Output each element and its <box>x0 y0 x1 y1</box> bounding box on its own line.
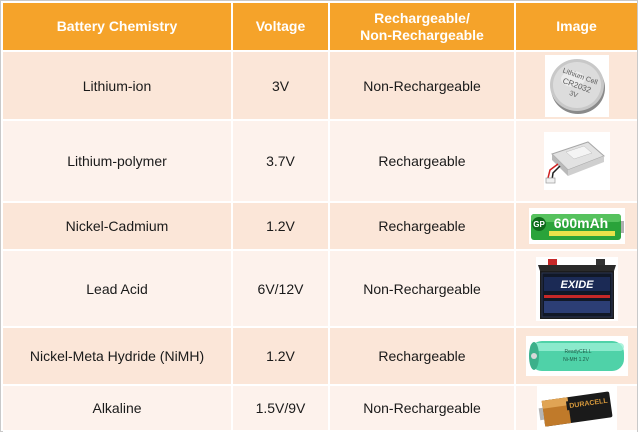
header-rechargeable: Rechargeable/Non-Rechargeable <box>329 3 516 52</box>
cell-type: Rechargeable <box>329 202 516 251</box>
cell-type: Rechargeable <box>329 120 516 203</box>
table-row: Lead Acid 6V/12V Non-Rechargeable EXIDE <box>3 250 637 328</box>
cell-voltage: 6V/12V <box>232 250 330 328</box>
nicd-aa-battery-icon: GP 600mAh <box>528 208 625 244</box>
coin-cell-battery-icon: Lithium Cell CR2032 3V <box>544 54 609 117</box>
cell-image: Lithium Cell CR2032 3V <box>515 51 637 121</box>
cell-chemistry: Lead Acid <box>3 250 233 328</box>
cell-voltage: 1.5V/9V <box>232 385 330 432</box>
cell-image: DURACELL <box>515 385 637 432</box>
nicd-brand-text: GP <box>533 220 545 229</box>
cell-voltage: 3V <box>232 51 330 121</box>
cell-chemistry: Nickel-Meta Hydride (NiMH) <box>3 327 233 386</box>
header-rechargeable-line1: Rechargeable/ <box>374 9 470 26</box>
cell-image <box>515 120 637 203</box>
nimh-aa-battery-icon: ReadyCELL Ni-MH 1.2V <box>525 336 628 376</box>
lead-acid-car-battery-icon: EXIDE <box>535 256 618 321</box>
lead-acid-brand-text: EXIDE <box>560 279 594 291</box>
table-row: Lithium-polymer 3.7V Rechargeable <box>3 120 637 203</box>
cell-image: EXIDE <box>515 250 637 328</box>
svg-text:ReadyCELL: ReadyCELL <box>564 349 591 355</box>
table-header-row: Battery Chemistry Voltage Rechargeable/N… <box>3 3 637 52</box>
cell-type: Non-Rechargeable <box>329 385 516 432</box>
cell-chemistry: Lithium-polymer <box>3 120 233 203</box>
cell-chemistry: Lithium-ion <box>3 51 233 121</box>
coin-cell-text-3: 3V <box>568 90 579 100</box>
cell-voltage: 1.2V <box>232 202 330 251</box>
table-row: Nickel-Meta Hydride (NiMH) 1.2V Recharge… <box>3 327 637 386</box>
header-image: Image <box>515 3 637 52</box>
cell-image: GP 600mAh <box>515 202 637 251</box>
table-row: Nickel-Cadmium 1.2V Rechargeable GP 600m… <box>3 202 637 251</box>
nicd-capacity-text: 600mAh <box>553 215 607 231</box>
cell-type: Rechargeable <box>329 327 516 386</box>
battery-chemistry-table: Battery Chemistry Voltage Rechargeable/N… <box>3 3 637 432</box>
cell-chemistry: Nickel-Cadmium <box>3 202 233 251</box>
header-voltage: Voltage <box>232 3 330 52</box>
header-rechargeable-line2: Non-Rechargeable <box>360 26 484 43</box>
cell-image: ReadyCELL Ni-MH 1.2V <box>515 327 637 386</box>
cell-voltage: 1.2V <box>232 327 330 386</box>
cell-type: Non-Rechargeable <box>329 250 516 328</box>
cell-voltage: 3.7V <box>232 120 330 203</box>
header-battery-chemistry: Battery Chemistry <box>3 3 233 52</box>
lipo-pouch-battery-icon <box>543 132 610 190</box>
svg-text:Ni-MH 1.2V: Ni-MH 1.2V <box>563 357 590 363</box>
table-row: Alkaline 1.5V/9V Non-Rechargeable DURACE… <box>3 385 637 432</box>
alkaline-aa-battery-icon: DURACELL <box>536 386 617 430</box>
cell-chemistry: Alkaline <box>3 385 233 432</box>
table-row: Lithium-ion 3V Non-Rechargeable Lithium … <box>3 51 637 121</box>
cell-type: Non-Rechargeable <box>329 51 516 121</box>
